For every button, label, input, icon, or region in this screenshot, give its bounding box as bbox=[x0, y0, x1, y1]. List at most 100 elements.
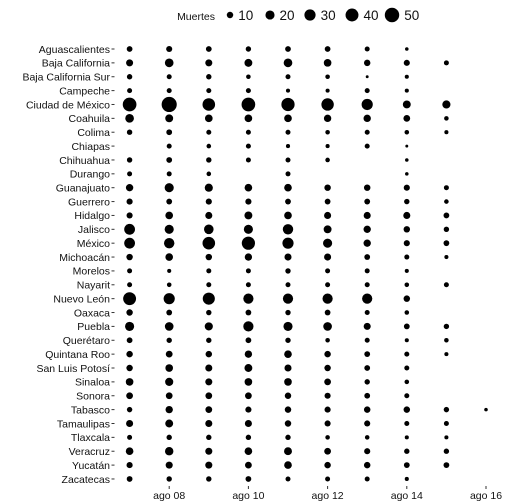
data-point bbox=[282, 293, 294, 304]
data-point bbox=[245, 88, 251, 94]
data-point bbox=[363, 114, 371, 123]
y-tick-label: Guanajuato bbox=[56, 183, 110, 195]
data-point bbox=[126, 462, 133, 469]
y-tick-label: México bbox=[77, 238, 110, 250]
data-point bbox=[245, 157, 251, 163]
data-point bbox=[163, 237, 175, 249]
data-point bbox=[362, 293, 373, 304]
data-point bbox=[443, 282, 449, 288]
data-point bbox=[246, 74, 251, 80]
data-point bbox=[165, 253, 174, 261]
data-point bbox=[245, 476, 252, 482]
y-tick-label: Guerrero bbox=[68, 196, 110, 208]
data-point bbox=[324, 198, 331, 205]
data-point bbox=[206, 157, 212, 163]
data-point bbox=[404, 435, 409, 440]
data-point bbox=[206, 282, 212, 288]
data-point bbox=[404, 88, 409, 93]
y-tick-label: Campeche bbox=[59, 85, 110, 97]
y-tick-label: Puebla bbox=[77, 321, 110, 333]
data-point bbox=[166, 309, 173, 316]
data-point bbox=[205, 461, 213, 469]
data-point bbox=[405, 172, 409, 176]
data-point bbox=[444, 130, 449, 135]
data-point bbox=[444, 352, 449, 357]
data-point bbox=[284, 447, 292, 456]
data-point bbox=[364, 435, 370, 440]
data-point bbox=[245, 143, 251, 149]
y-tick-label: Zacatecas bbox=[62, 474, 110, 486]
data-point bbox=[206, 268, 212, 274]
data-point bbox=[244, 378, 253, 386]
legend-key bbox=[265, 10, 275, 20]
data-point bbox=[243, 293, 254, 304]
data-point bbox=[126, 419, 134, 428]
data-point bbox=[245, 406, 252, 413]
data-point bbox=[126, 337, 133, 344]
data-point bbox=[206, 337, 212, 343]
data-point bbox=[363, 461, 371, 469]
data-point bbox=[206, 171, 212, 177]
data-point bbox=[125, 321, 135, 331]
data-point bbox=[245, 46, 252, 52]
y-tick-label: Michoacán bbox=[59, 252, 110, 264]
data-point bbox=[325, 157, 330, 163]
data-point bbox=[125, 378, 134, 386]
data-point bbox=[364, 379, 370, 385]
data-point bbox=[404, 310, 410, 315]
data-point bbox=[206, 88, 212, 94]
data-point bbox=[364, 254, 371, 260]
data-point bbox=[403, 323, 410, 330]
data-point bbox=[244, 183, 253, 192]
y-tick-label: Sinaloa bbox=[75, 377, 110, 389]
data-point bbox=[126, 476, 133, 482]
data-point bbox=[325, 144, 330, 149]
data-point bbox=[205, 419, 213, 428]
data-point bbox=[282, 237, 294, 249]
y-tick-label: Baja California Sur bbox=[22, 72, 110, 84]
data-point bbox=[245, 309, 252, 316]
data-point bbox=[166, 198, 173, 205]
data-point bbox=[404, 351, 410, 357]
data-point bbox=[443, 462, 450, 468]
data-point bbox=[325, 88, 330, 93]
data-point bbox=[403, 462, 410, 468]
y-tick-label: San Luis Potosí bbox=[36, 363, 110, 375]
data-point bbox=[325, 476, 331, 482]
data-point bbox=[126, 157, 133, 163]
data-point bbox=[405, 144, 409, 148]
data-point bbox=[122, 97, 137, 112]
y-tick-label: Ciudad de México bbox=[26, 99, 110, 111]
data-point bbox=[403, 114, 411, 122]
data-point bbox=[324, 309, 331, 316]
data-point bbox=[241, 236, 256, 250]
data-point bbox=[123, 292, 137, 306]
y-tick-label: Hidalgo bbox=[74, 210, 110, 222]
data-point bbox=[283, 58, 293, 68]
data-point bbox=[164, 183, 174, 193]
data-point bbox=[164, 58, 174, 68]
data-point bbox=[166, 74, 172, 80]
data-point bbox=[285, 74, 291, 80]
data-point bbox=[205, 447, 213, 455]
legend-label: 20 bbox=[280, 8, 295, 23]
x-tick-label: ago 10 bbox=[232, 490, 264, 502]
data-point bbox=[166, 476, 172, 482]
legend-key bbox=[345, 8, 359, 22]
data-point bbox=[443, 185, 449, 191]
data-point bbox=[165, 364, 174, 372]
data-point bbox=[205, 46, 212, 52]
data-point bbox=[205, 364, 213, 372]
y-tick-label: Tamaulipas bbox=[57, 418, 110, 430]
data-point bbox=[164, 224, 174, 234]
data-point bbox=[404, 393, 410, 399]
data-point bbox=[285, 198, 291, 205]
data-point bbox=[206, 74, 212, 80]
data-point bbox=[165, 419, 174, 428]
data-point bbox=[324, 461, 331, 469]
data-point bbox=[324, 447, 331, 455]
data-point bbox=[206, 309, 212, 316]
data-point bbox=[403, 295, 411, 302]
data-point bbox=[205, 198, 212, 205]
data-point bbox=[283, 321, 293, 331]
